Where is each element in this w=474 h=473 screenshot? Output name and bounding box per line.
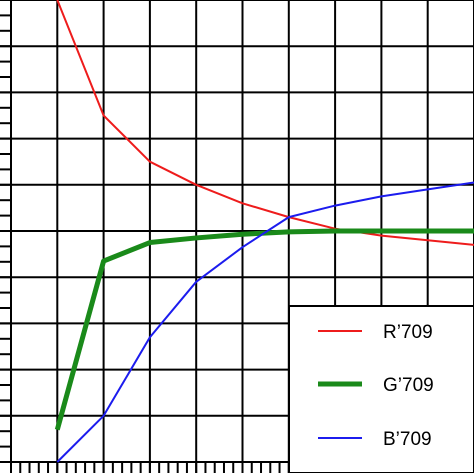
- series-line-1: [56, 0, 474, 246]
- legend: R’709 G’709 B’709: [288, 305, 474, 473]
- series-lines: [54, 0, 474, 463]
- legend-box: [288, 305, 474, 473]
- legend-label-2: G’709: [383, 375, 434, 396]
- legend-label-3: B’709: [383, 429, 432, 450]
- series-line-3: [56, 181, 474, 463]
- legend-label-1: R’709: [383, 322, 433, 343]
